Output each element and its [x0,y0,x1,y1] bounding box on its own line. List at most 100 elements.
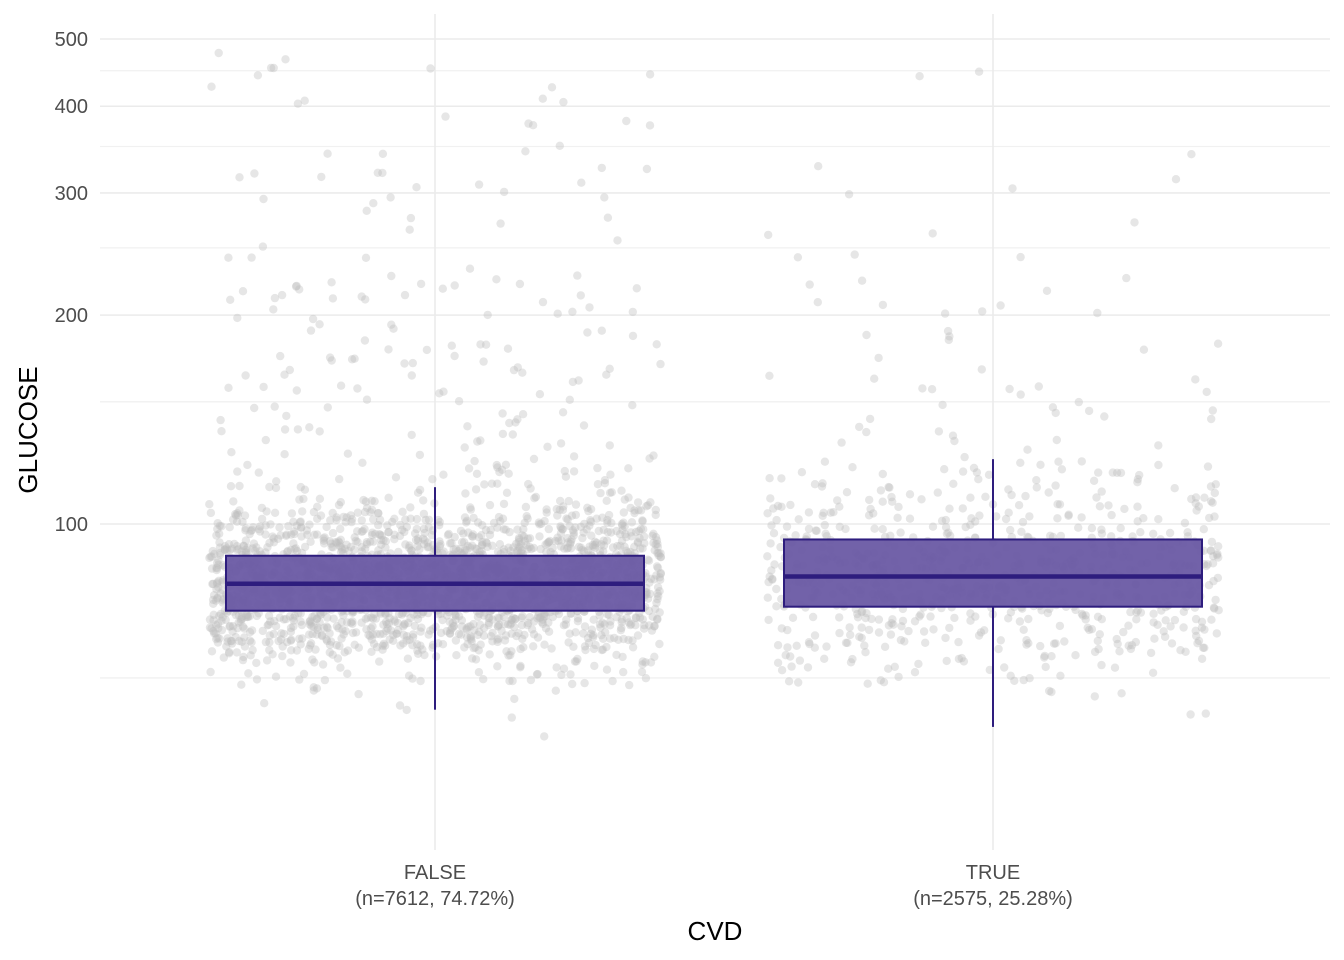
data-point [451,611,460,620]
data-point [773,658,783,667]
data-point [1183,528,1192,537]
data-point [507,619,516,628]
data-point [350,533,359,542]
data-point [464,464,474,473]
data-point [837,438,846,447]
data-point [509,613,518,623]
data-point [292,646,302,655]
data-point [211,621,221,630]
data-point [536,613,545,622]
data-point [598,513,607,522]
data-point [287,635,296,644]
data-point [1017,527,1026,536]
data-point [225,545,234,555]
data-point [870,374,879,383]
data-point [466,635,476,644]
data-point [533,614,542,623]
data-point [537,618,547,627]
data-point [470,456,479,466]
data-point [547,644,556,653]
data-point [514,533,524,543]
data-point [556,542,566,551]
data-point [522,540,531,550]
data-point [544,524,553,534]
data-point [317,631,327,641]
data-point [322,522,331,532]
data-point [1100,412,1109,421]
data-point [540,732,549,741]
data-point [574,542,584,552]
data-point [431,652,441,661]
data-point [417,623,426,632]
data-point [1071,651,1080,660]
data-point [556,523,566,533]
data-point [1214,542,1223,551]
data-point [804,508,814,517]
data-point [1191,614,1201,624]
data-point [370,610,379,619]
data-point [336,381,346,390]
data-point [286,636,295,645]
data-point [444,529,453,539]
data-point [466,505,476,514]
data-point [492,275,501,284]
data-point [655,587,664,596]
data-point [489,518,499,528]
data-point [794,678,803,687]
data-point [607,488,616,497]
data-point [944,335,953,345]
data-point [230,539,239,549]
data-point [538,615,547,624]
data-point [413,542,422,551]
data-point [628,401,637,410]
data-point [295,634,304,643]
data-point [942,656,951,666]
data-point [513,546,523,555]
data-point [656,549,665,558]
data-point [961,522,970,532]
data-point [394,547,403,557]
data-point [241,536,251,545]
data-point [526,675,536,685]
data-point [248,523,258,532]
data-point [1213,549,1222,558]
data-point [302,526,312,535]
data-point [562,544,572,553]
data-point [454,397,464,406]
data-point [445,539,455,548]
data-point [783,643,792,652]
data-point [652,340,661,349]
data-point [484,618,494,628]
data-point [327,542,336,552]
data-point [820,520,829,530]
data-point [209,629,219,638]
data-point [534,518,544,527]
data-point [207,564,217,573]
data-point [814,162,823,171]
data-point [406,613,415,623]
data-point [613,236,622,245]
data-point [590,661,599,671]
data-point [383,521,392,530]
data-point [554,609,564,619]
data-point [1206,546,1216,555]
data-point [1108,468,1118,477]
data-point [1157,606,1166,615]
data-point [855,632,864,641]
data-point [479,675,488,684]
data-point [218,598,227,607]
data-point [413,610,422,619]
data-point [493,637,502,647]
data-point [406,514,415,523]
data-point [499,547,508,557]
data-point [381,610,390,619]
data-point [368,622,377,631]
data-point [481,525,491,535]
data-point [945,332,954,341]
data-point [620,522,629,531]
data-point [583,633,593,643]
data-point [325,640,335,650]
data-point [645,621,654,630]
data-point [454,612,464,621]
data-point [1049,639,1059,648]
